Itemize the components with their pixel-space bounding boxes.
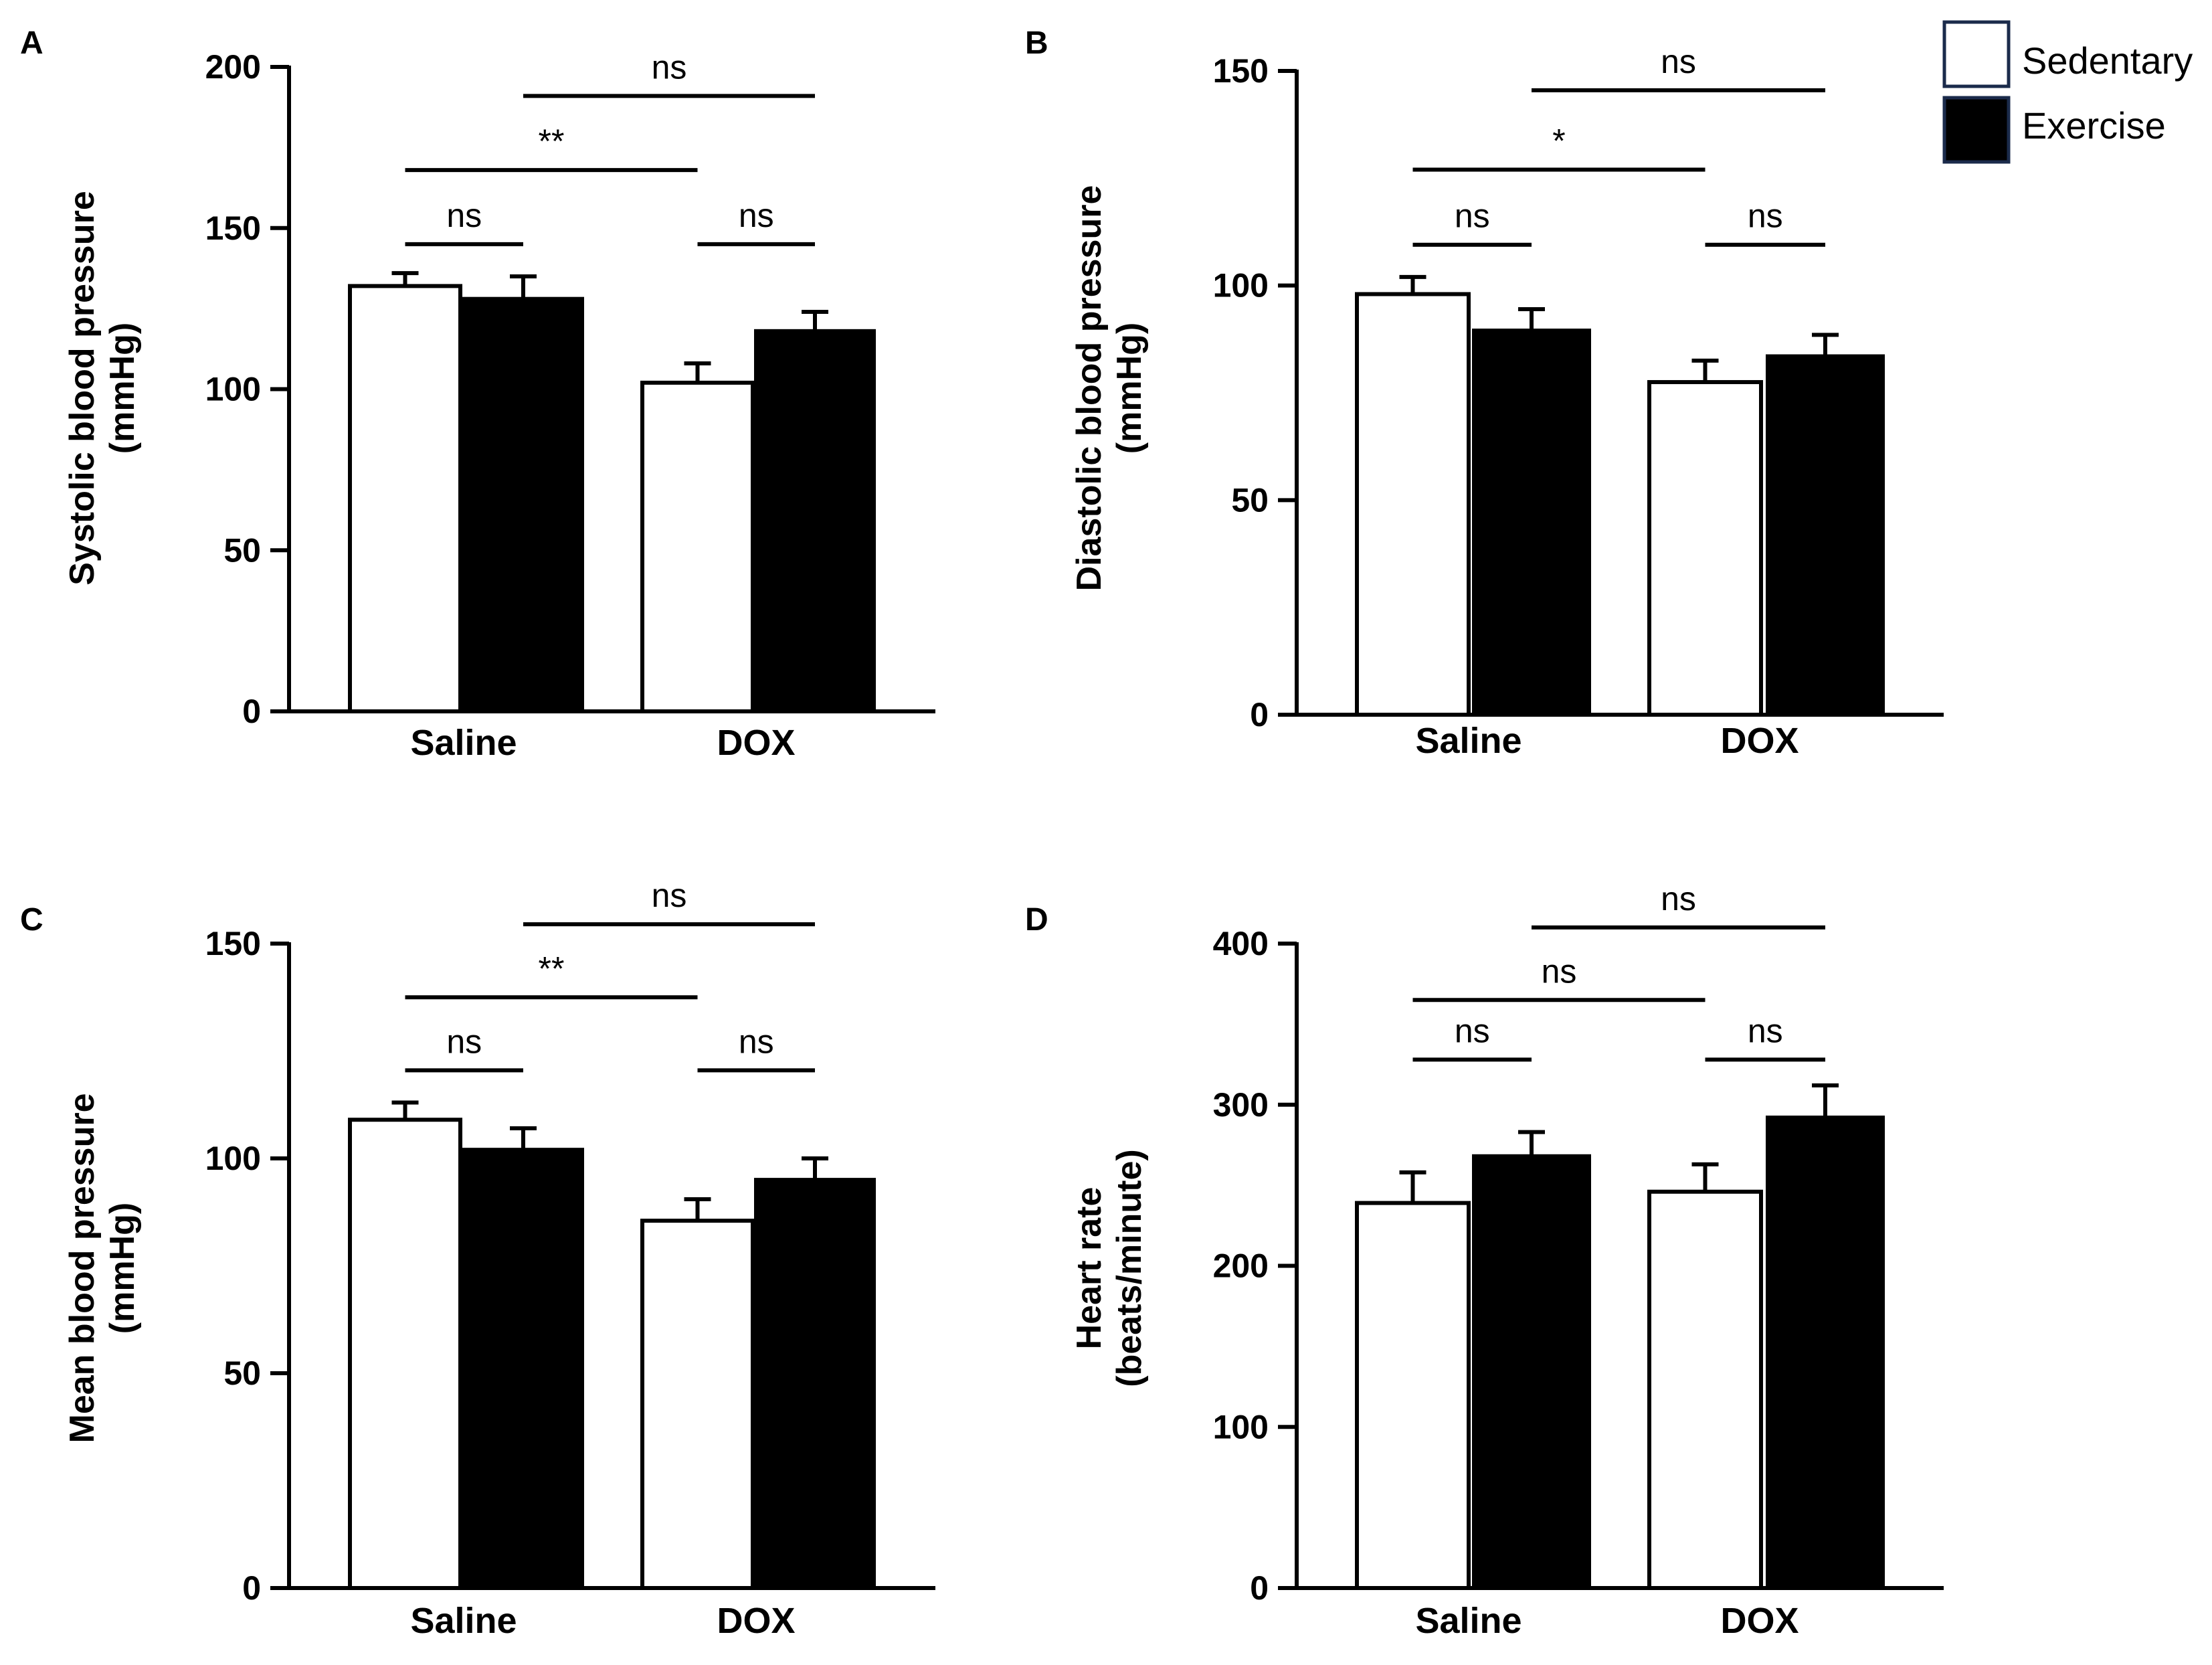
y-tick-label: 0 bbox=[1250, 696, 1269, 733]
legend-label-sedentary: Sedentary bbox=[2022, 39, 2193, 82]
x-category-label-saline: Saline bbox=[1415, 721, 1522, 761]
panel-b: B Diastolic blood pressure (mmHg) 0 50 100… bbox=[1025, 25, 1944, 761]
x-category-label-saline: Saline bbox=[410, 1601, 517, 1641]
panel-letter-c: C bbox=[20, 902, 43, 938]
y-tick-label: 200 bbox=[1213, 1247, 1269, 1285]
significance-label: ns bbox=[446, 1023, 482, 1060]
bar-exercise-dox bbox=[754, 1178, 876, 1590]
legend-swatch-exercise bbox=[1942, 96, 2011, 164]
bar-sedentary-saline bbox=[1355, 292, 1471, 717]
y-axis-title-line2: (mmHg) bbox=[103, 1203, 142, 1334]
x-category-label-dox: DOX bbox=[1720, 721, 1799, 761]
y-tick-label: 150 bbox=[1213, 52, 1269, 90]
significance-label: ns bbox=[652, 48, 687, 86]
significance-label: ns bbox=[652, 877, 687, 914]
plot-area-a: 0 50 100 150 200 ns ns ** ns bbox=[205, 48, 935, 730]
y-tick-label: 0 bbox=[242, 693, 261, 730]
significance-label: ** bbox=[539, 122, 565, 160]
bar-sedentary-dox bbox=[1647, 379, 1763, 717]
legend: Sedentary Exercise bbox=[1942, 20, 2193, 164]
y-tick-label: 100 bbox=[1213, 1408, 1269, 1445]
bar-exercise-saline bbox=[1472, 1154, 1591, 1591]
legend-label-exercise: Exercise bbox=[2022, 104, 2166, 147]
panel-d: D Heart rate (beats/minute) 0 100 200 300 40… bbox=[1025, 880, 1944, 1641]
y-tick-label: 300 bbox=[1213, 1086, 1269, 1124]
bar-exercise-saline bbox=[462, 1148, 584, 1591]
y-axis-title-line1: Mean blood pressure bbox=[63, 1093, 102, 1443]
y-tick-label: 50 bbox=[223, 531, 261, 569]
significance-label: * bbox=[1552, 122, 1565, 160]
y-tick-label: 100 bbox=[1213, 267, 1269, 304]
y-axis-title-line1: Heart rate bbox=[1070, 1187, 1109, 1350]
significance-label: ns bbox=[1748, 197, 1783, 235]
panel-letter-b: B bbox=[1025, 25, 1048, 61]
bar-exercise-saline bbox=[462, 296, 584, 713]
bar-sedentary-saline bbox=[348, 284, 462, 714]
y-tick-label: 100 bbox=[205, 1140, 261, 1177]
significance-label: ** bbox=[539, 950, 565, 987]
significance-label: ns bbox=[1455, 197, 1490, 235]
significance-label: ns bbox=[1748, 1012, 1783, 1049]
y-tick-label: 200 bbox=[205, 48, 261, 86]
y-axis-title-line1: Systolic blood pressure bbox=[63, 191, 102, 586]
bar-sedentary-dox bbox=[640, 380, 755, 713]
y-tick-label: 0 bbox=[1250, 1569, 1269, 1607]
x-category-label-saline: Saline bbox=[1415, 1601, 1522, 1641]
y-tick-label: 0 bbox=[242, 1569, 261, 1607]
plot-area-c: 0 50 100 150 ns ns ** ns bbox=[205, 877, 935, 1607]
y-tick-label: 150 bbox=[205, 209, 261, 247]
significance-label: ns bbox=[1661, 43, 1696, 80]
bar-sedentary-saline bbox=[348, 1118, 462, 1590]
bar-exercise-dox bbox=[754, 329, 876, 713]
panel-a: A Systolic blood pressure (mmHg) 0 50 100 1… bbox=[20, 25, 935, 763]
x-category-label-dox: DOX bbox=[717, 723, 795, 763]
bar-sedentary-dox bbox=[1647, 1189, 1763, 1590]
significance-label: ns bbox=[1542, 952, 1577, 990]
panel-letter-d: D bbox=[1025, 902, 1048, 938]
y-tick-label: 150 bbox=[205, 925, 261, 962]
y-tick-label: 400 bbox=[1213, 925, 1269, 962]
y-tick-label: 50 bbox=[223, 1354, 261, 1392]
plot-area-b: 0 50 100 150 ns ns * ns bbox=[1213, 43, 1944, 733]
significance-label: ns bbox=[446, 197, 482, 234]
bar-exercise-dox bbox=[1766, 1116, 1885, 1590]
y-tick-label: 50 bbox=[1231, 481, 1269, 519]
x-category-label-dox: DOX bbox=[1720, 1601, 1799, 1641]
y-tick-label: 100 bbox=[205, 371, 261, 408]
y-axis-title-line2: (mmHg) bbox=[103, 323, 142, 454]
bar-exercise-dox bbox=[1766, 354, 1885, 717]
legend-swatch-sedentary bbox=[1942, 20, 2011, 88]
panel-letter-a: A bbox=[20, 25, 43, 61]
bar-sedentary-dox bbox=[640, 1219, 755, 1590]
y-axis-title-line1: Diastolic blood pressure bbox=[1070, 185, 1109, 592]
x-category-label-saline: Saline bbox=[410, 723, 517, 763]
panel-c: C Mean blood pressure (mmHg) 0 50 100 150 ns… bbox=[20, 877, 935, 1641]
plot-area-d: 0 100 200 300 400 ns ns ns ns bbox=[1213, 880, 1944, 1607]
bar-exercise-saline bbox=[1472, 329, 1591, 717]
significance-label: ns bbox=[739, 197, 774, 234]
significance-label: ns bbox=[1455, 1012, 1490, 1049]
bar-sedentary-saline bbox=[1355, 1201, 1471, 1591]
y-axis-title-line2: (mmHg) bbox=[1110, 323, 1149, 454]
significance-label: ns bbox=[1661, 880, 1696, 917]
significance-label: ns bbox=[739, 1023, 774, 1060]
y-axis-title-line2: (beats/minute) bbox=[1110, 1149, 1149, 1387]
x-category-label-dox: DOX bbox=[717, 1601, 795, 1641]
